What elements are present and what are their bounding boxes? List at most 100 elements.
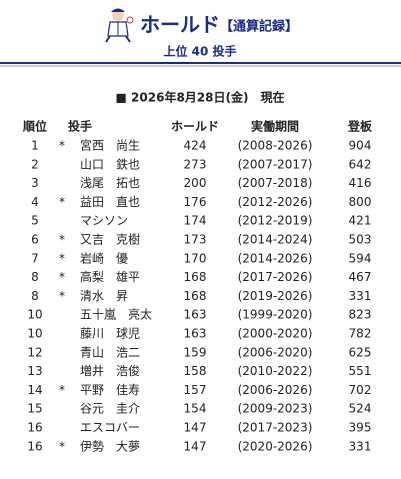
pitcher-name: 藤川 球児 (80, 327, 140, 341)
column-header: ホールド (171, 120, 219, 134)
period: (2014-2026) (238, 251, 313, 265)
holds: 163 (184, 327, 207, 341)
pitcher-name: 伊勢 大夢 (80, 438, 140, 453)
column-header: 順位 (22, 119, 47, 134)
holds: 168 (184, 289, 207, 303)
period: (2020-2026) (238, 439, 313, 453)
pitcher-name: 高梨 雄平 (80, 269, 140, 284)
pitcher-name: 岩崎 優 (80, 250, 128, 265)
rank: 5 (31, 214, 39, 228)
period: (2007-2017) (238, 157, 313, 171)
column-header: 投手 (68, 119, 92, 134)
pitcher-name: 山口 鉄也 (80, 156, 140, 171)
appearances: 421 (349, 214, 372, 228)
appearances: 416 (349, 176, 372, 190)
pitcher-name: 清水 昇 (80, 289, 128, 303)
rank: 6 (31, 233, 39, 247)
period: (2019-2026) (238, 289, 313, 303)
tie-mark: * (59, 270, 65, 284)
rank: 14 (27, 383, 42, 397)
period: (2017-2026) (238, 270, 313, 284)
period: (2012-2019) (238, 214, 313, 228)
pitcher-name: 益田 直也 (80, 195, 140, 209)
holds: 159 (184, 345, 207, 359)
period: (2012-2026) (238, 195, 313, 209)
rank: 8 (31, 289, 39, 303)
rank: 3 (31, 176, 39, 190)
appearances: 551 (349, 364, 372, 378)
rank: 4 (31, 195, 39, 209)
pitcher-name: 又吉 克樹 (80, 233, 140, 247)
holds: 147 (184, 421, 207, 435)
pitcher-name: 宮西 尚生 (80, 138, 140, 153)
appearances: 782 (349, 327, 372, 341)
column-header: 実働期間 (251, 119, 299, 134)
appearances: 800 (349, 195, 372, 209)
appearances: 594 (349, 251, 372, 265)
appearances: 904 (349, 139, 372, 153)
tie-mark: * (59, 439, 65, 453)
holds: 424 (184, 139, 207, 153)
appearances: 331 (349, 439, 372, 453)
appearances: 467 (349, 270, 372, 284)
period: (2009-2023) (238, 402, 313, 416)
rank: 1 (31, 139, 39, 153)
pitcher-name: 平野 佳寿 (80, 383, 140, 397)
appearances: 702 (349, 383, 372, 397)
holds: 163 (184, 308, 207, 322)
holds: 200 (184, 176, 207, 190)
holds: 174 (184, 214, 207, 228)
holds: 168 (184, 270, 207, 284)
rank: 16 (27, 439, 42, 453)
period: (2014-2024) (238, 233, 313, 247)
pitcher-name: エスコバー (80, 421, 140, 435)
appearances: 823 (349, 308, 372, 322)
pitcher-name: マシソン (80, 214, 128, 228)
pitcher-name: 浅尾 拓也 (80, 176, 140, 190)
holds: 158 (184, 364, 207, 378)
title: ホールド (140, 13, 220, 37)
holds: 157 (184, 383, 207, 397)
rank: 8 (31, 270, 39, 284)
rank: 10 (27, 308, 42, 322)
appearances: 642 (349, 157, 372, 171)
period: (2008-2026) (238, 139, 313, 153)
holds: 154 (184, 402, 207, 416)
rank: 10 (27, 327, 42, 341)
period: (2006-2026) (238, 383, 313, 397)
period: (2010-2022) (238, 364, 313, 378)
rank: 15 (27, 402, 42, 416)
holds: 176 (184, 195, 207, 209)
appearances: 331 (349, 289, 372, 303)
rank: 16 (27, 421, 42, 435)
holds: 173 (184, 233, 207, 247)
rank: 12 (27, 345, 42, 359)
period: (2017-2023) (238, 421, 313, 435)
rank: 13 (27, 364, 42, 378)
appearances: 524 (349, 402, 372, 416)
holds: 273 (184, 157, 207, 171)
pitcher-name: 青山 浩二 (80, 345, 140, 359)
holds: 147 (184, 439, 207, 453)
holds: 170 (184, 251, 207, 265)
period: (2007-2018) (238, 176, 313, 190)
as-of-date: ■ 2026年8月28日(金) 現在 (116, 90, 285, 105)
pitcher-name: 増井 浩俊 (80, 363, 140, 378)
appearances: 625 (349, 345, 372, 359)
period: (1999-2020) (238, 308, 313, 322)
period: (2000-2020) (238, 327, 313, 341)
tie-mark: * (59, 233, 65, 247)
player-icon (105, 8, 134, 43)
pitcher-name: 五十嵐 亮太 (80, 307, 152, 322)
tie-mark: * (59, 195, 65, 209)
rank: 7 (31, 251, 39, 265)
pitcher-name: 谷元 圭介 (80, 402, 140, 416)
tie-mark: * (59, 289, 65, 303)
appearances: 395 (349, 421, 372, 435)
tie-mark: * (59, 139, 65, 153)
column-header: 登板 (347, 119, 373, 134)
period: (2006-2020) (238, 345, 313, 359)
subtitle: 上位 40 投手 (163, 44, 236, 59)
